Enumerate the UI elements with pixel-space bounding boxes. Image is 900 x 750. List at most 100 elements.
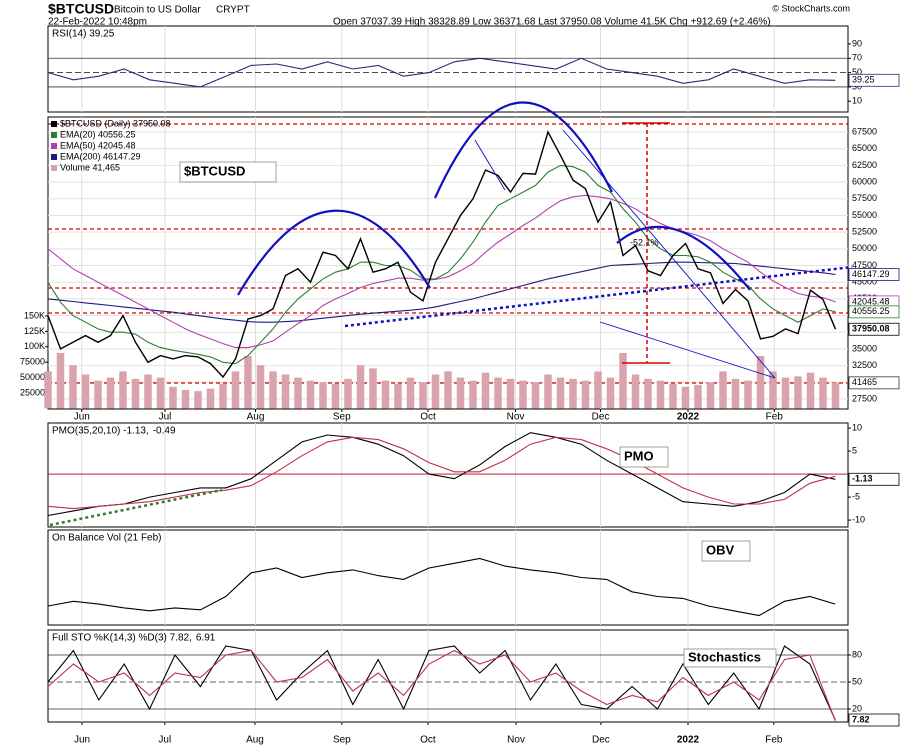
volume-bar	[331, 383, 340, 409]
x-tick-label: Nov	[507, 412, 525, 423]
arc	[237, 209, 431, 296]
x-tick-label: Aug	[246, 735, 264, 746]
y-tick-label: 10	[852, 96, 862, 106]
series-line	[47, 57, 836, 88]
symbol-name: Bitcoin to US Dollar	[114, 5, 201, 16]
volume-bar	[119, 371, 127, 409]
volume-bar	[131, 378, 140, 409]
x-tick-label: Oct	[420, 412, 436, 423]
panel	[47, 25, 849, 113]
quote: Open 37037.39 High 38328.89 Low 36371.68…	[333, 17, 771, 28]
volume-bar	[569, 378, 577, 409]
y-tick-label: 80	[852, 649, 862, 659]
volume-bar	[756, 356, 765, 409]
legend-label: RSI(14) 39.25	[52, 29, 115, 40]
volume-bar	[644, 378, 652, 409]
volume-bar	[156, 377, 165, 409]
y-tick-label: 50000	[852, 243, 877, 253]
volume-bar	[356, 365, 365, 409]
volume-bar	[619, 352, 627, 409]
value-label: 37950.08	[852, 324, 890, 334]
series-line	[47, 194, 836, 349]
volume-bar	[494, 377, 502, 409]
y-tick-label: 45000	[852, 277, 877, 287]
volume-bar	[269, 371, 277, 409]
y-tick-label: 10	[852, 422, 862, 432]
y-tick-label: 52500	[852, 227, 877, 237]
x-tick-label: Aug	[247, 412, 265, 423]
volume-bar	[544, 374, 552, 409]
annotation-box	[179, 161, 277, 183]
volume-bar	[69, 365, 77, 409]
y-tick-label: 50	[852, 676, 862, 686]
volume-bar	[781, 377, 790, 409]
y2-tick-label: 25000	[20, 387, 45, 397]
y2-tick-label: 125K	[24, 326, 45, 336]
value-box	[848, 376, 900, 390]
date: 22-Feb-2022 10:48pm	[48, 17, 147, 28]
credit: © StockCharts.com	[772, 3, 850, 13]
annotation: PMO	[624, 448, 654, 463]
series-line	[47, 432, 836, 517]
annotation-box	[619, 446, 669, 468]
volume-bar	[344, 378, 352, 409]
legend-label: EMA(200) 46147.29	[60, 151, 141, 161]
volume-bar	[256, 365, 265, 409]
volume-bar	[94, 380, 102, 409]
volume-bar	[556, 377, 565, 409]
volume-bar	[694, 384, 702, 409]
volume-bar	[169, 386, 177, 409]
volume-bar	[819, 377, 827, 409]
x-tick-label: Jun	[74, 735, 90, 746]
value-box	[848, 472, 900, 486]
legend-label: PMO(35,20,10) -1.13,	[52, 426, 149, 437]
x-tick-label: Sep	[333, 735, 351, 746]
series-line	[47, 130, 837, 379]
annotation: Stochastics	[688, 649, 761, 664]
value-label: 39.25	[852, 75, 875, 85]
annotation-shapes	[49, 101, 853, 527]
legend-swatch	[51, 165, 57, 171]
y2-tick-label: 150K	[24, 310, 45, 320]
y-tick-label: 47500	[852, 260, 877, 270]
volume-bar	[381, 380, 390, 409]
volume-bar	[744, 380, 752, 409]
legend-label: 6.91	[196, 633, 216, 644]
legend-swatch	[51, 154, 57, 160]
series-line	[47, 557, 836, 617]
x-tick-label: Oct	[420, 735, 436, 746]
channel-line	[599, 321, 776, 379]
y-tick-label: 35000	[852, 343, 877, 353]
legend-label: -0.49	[153, 426, 176, 437]
volume-bar	[794, 376, 802, 409]
volume-bar	[531, 382, 540, 409]
annotation-box	[701, 540, 751, 562]
annotation: $BTCUSD	[184, 163, 245, 178]
y-tick-label: -5	[852, 491, 860, 501]
series-line	[47, 645, 836, 721]
x-tick-label: Dec	[592, 412, 610, 423]
y-tick-label: 70	[852, 53, 862, 63]
value-label: 42045.48	[852, 296, 890, 306]
value-box	[848, 268, 900, 281]
y-tick-label: 20	[852, 703, 862, 713]
value-label: 7.82	[852, 714, 870, 724]
volume-bar	[669, 383, 677, 409]
value-box	[848, 305, 900, 319]
trendline	[344, 265, 853, 328]
arc	[433, 101, 613, 199]
volume-bar	[419, 382, 427, 409]
panel	[47, 422, 849, 528]
y-tick-label: 57500	[852, 193, 877, 203]
volume-bar	[106, 377, 115, 409]
pmo-trendline	[49, 488, 223, 527]
x-tick-label: Sep	[333, 412, 351, 423]
volume-bar	[231, 371, 240, 409]
legend-swatch	[51, 121, 57, 127]
x-tick-label: Dec	[592, 735, 610, 746]
value-box	[848, 322, 900, 336]
y-tick-label: 60000	[852, 176, 877, 186]
volume-bar	[181, 389, 190, 409]
volume-bar	[506, 378, 515, 409]
y2-tick-label: 50000	[20, 372, 45, 382]
